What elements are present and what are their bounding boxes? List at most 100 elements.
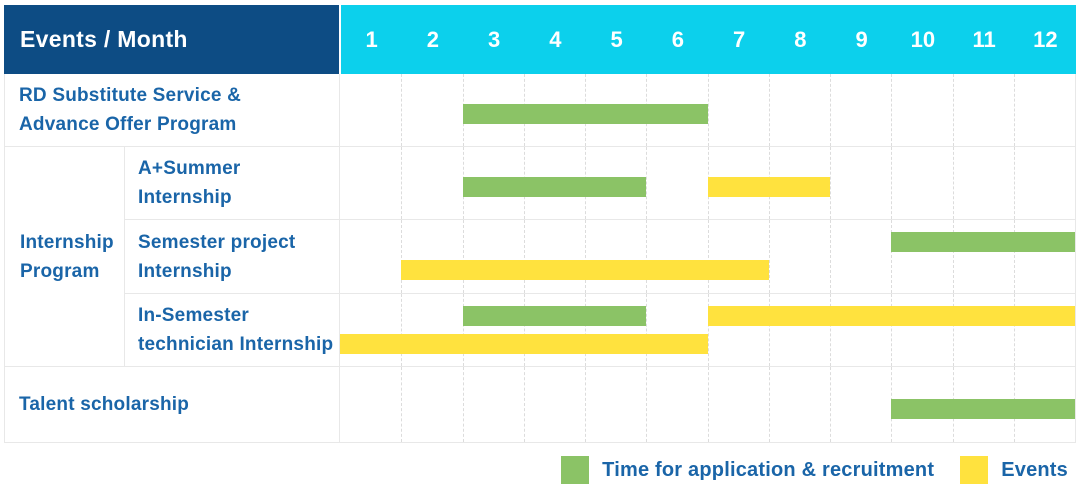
gantt-chart-cell xyxy=(340,220,1075,293)
month-gridline xyxy=(830,74,831,146)
month-gridline xyxy=(462,294,464,366)
group-label-internship-program: Internship Program xyxy=(5,147,125,366)
row-label-line: Internship xyxy=(138,187,232,208)
row-label-line: Internship xyxy=(138,260,232,282)
month-header-row: 1 2 3 4 5 6 7 8 9 10 11 12 xyxy=(341,5,1076,74)
month-label: 2 xyxy=(426,26,439,52)
month-gridline xyxy=(768,74,770,146)
month-label: 6 xyxy=(671,26,684,52)
gantt-bar-yellow xyxy=(707,177,830,197)
month-gridline xyxy=(707,367,709,442)
month-label: 3 xyxy=(488,26,501,52)
table-header-row: Events / Month 1 2 3 4 5 6 7 8 9 10 11 12 xyxy=(4,5,1076,74)
gantt-bar-yellow xyxy=(401,260,769,280)
month-gridline xyxy=(401,74,403,146)
month-gridline xyxy=(952,294,954,366)
gantt-row-rd-substitute-service: RD Substitute Service & Advance Offer Pr… xyxy=(5,74,1075,147)
month-gridline xyxy=(523,294,525,366)
month-gridline xyxy=(401,367,403,442)
gantt-row-talent-scholarship: Talent scholarship xyxy=(5,367,1075,442)
month-gridline xyxy=(768,220,770,293)
gantt-bar-green xyxy=(462,306,647,326)
month-gridline xyxy=(707,220,709,293)
row-label-line: RD Substitute Service & xyxy=(19,85,242,106)
month-label: 8 xyxy=(794,26,807,52)
month-gridline xyxy=(401,294,403,366)
table-body: RD Substitute Service & Advance Offer Pr… xyxy=(4,74,1076,443)
gantt-bar-green xyxy=(891,398,1075,419)
group-label-line: Internship xyxy=(20,231,114,253)
events-month-header: Events / Month xyxy=(4,5,339,74)
internship-program-group: Internship Program A+Summer Internship S… xyxy=(5,147,1075,367)
group-label-line: Program xyxy=(20,260,100,282)
legend-label: Events xyxy=(1001,458,1068,481)
month-gridline xyxy=(401,220,403,293)
row-label-line: A+Summer xyxy=(138,158,241,179)
gantt-bar-yellow xyxy=(340,334,708,354)
month-gridline xyxy=(952,220,954,293)
month-gridline xyxy=(768,367,770,442)
month-gridline xyxy=(401,147,403,219)
month-gridline xyxy=(891,220,893,293)
gantt-bar-yellow xyxy=(707,306,1075,326)
month-gridline xyxy=(830,294,831,366)
row-label-line: technician Internship xyxy=(138,334,334,355)
month-gridline xyxy=(523,367,525,442)
month-label: 5 xyxy=(610,26,623,52)
month-gridline xyxy=(768,294,770,366)
month-gridline xyxy=(646,367,648,442)
month-gridline xyxy=(646,294,648,366)
month-gridline xyxy=(1013,74,1015,146)
month-label: 9 xyxy=(855,26,868,52)
row-label-a-plus-summer-internship: A+Summer Internship xyxy=(125,147,340,219)
month-label: 4 xyxy=(549,26,562,52)
month-gridline xyxy=(830,147,831,219)
month-gridline xyxy=(830,220,831,293)
month-gridline xyxy=(707,74,709,146)
row-label-line: Semester project xyxy=(138,231,296,253)
month-gridline xyxy=(646,220,648,293)
month-gridline xyxy=(952,74,954,146)
legend-swatch-yellow-icon xyxy=(960,456,989,484)
legend: Time for application & recruitment Event… xyxy=(561,456,1068,484)
internship-program-subrows: A+Summer Internship Semester project Int… xyxy=(125,147,1075,366)
month-gridline xyxy=(462,220,464,293)
row-label-line: In-Semester xyxy=(138,305,249,326)
gantt-row-a-plus-summer-internship: A+Summer Internship xyxy=(125,147,1075,220)
row-label-line: Talent scholarship xyxy=(19,394,190,415)
month-gridline xyxy=(830,367,831,442)
month-gridline xyxy=(707,294,709,366)
gantt-chart-cell xyxy=(340,367,1075,442)
month-gridline xyxy=(1013,220,1015,293)
gantt-row-in-semester-technician-internship: In-Semester technician Internship xyxy=(125,294,1075,366)
legend-item-events: Events xyxy=(960,456,1068,484)
gantt-bar-green xyxy=(462,177,647,197)
row-label-in-semester-technician-internship: In-Semester technician Internship xyxy=(125,294,340,366)
gantt-table: Events / Month 1 2 3 4 5 6 7 8 9 10 11 12 RD Substi… xyxy=(4,5,1076,443)
month-gridline xyxy=(585,220,586,293)
month-gridline xyxy=(952,147,954,219)
gantt-chart-cell xyxy=(340,147,1075,219)
row-label-talent-scholarship: Talent scholarship xyxy=(5,367,340,442)
month-gridline xyxy=(891,147,893,219)
row-label-rd-substitute-service: RD Substitute Service & Advance Offer Pr… xyxy=(5,74,340,146)
gantt-chart-cell xyxy=(340,74,1075,146)
month-gridline xyxy=(646,147,648,219)
gantt-chart-cell xyxy=(340,294,1075,366)
month-gridline xyxy=(523,220,525,293)
gantt-row-semester-project-internship: Semester project Internship xyxy=(125,220,1075,294)
row-label-line: Advance Offer Program xyxy=(19,114,237,135)
month-label: 12 xyxy=(1033,26,1058,52)
month-gridline xyxy=(585,367,586,442)
month-gridline xyxy=(585,294,586,366)
legend-swatch-green-icon xyxy=(561,456,590,484)
month-gridline xyxy=(891,74,893,146)
month-gridline xyxy=(891,294,893,366)
gantt-bar-green xyxy=(462,104,708,124)
month-label: 1 xyxy=(365,26,378,52)
month-gridline xyxy=(1013,294,1015,366)
month-gridline xyxy=(462,367,464,442)
legend-item-application-recruitment: Time for application & recruitment xyxy=(561,456,934,484)
gantt-bar-green xyxy=(891,232,1075,252)
row-label-semester-project-internship: Semester project Internship xyxy=(125,220,340,293)
